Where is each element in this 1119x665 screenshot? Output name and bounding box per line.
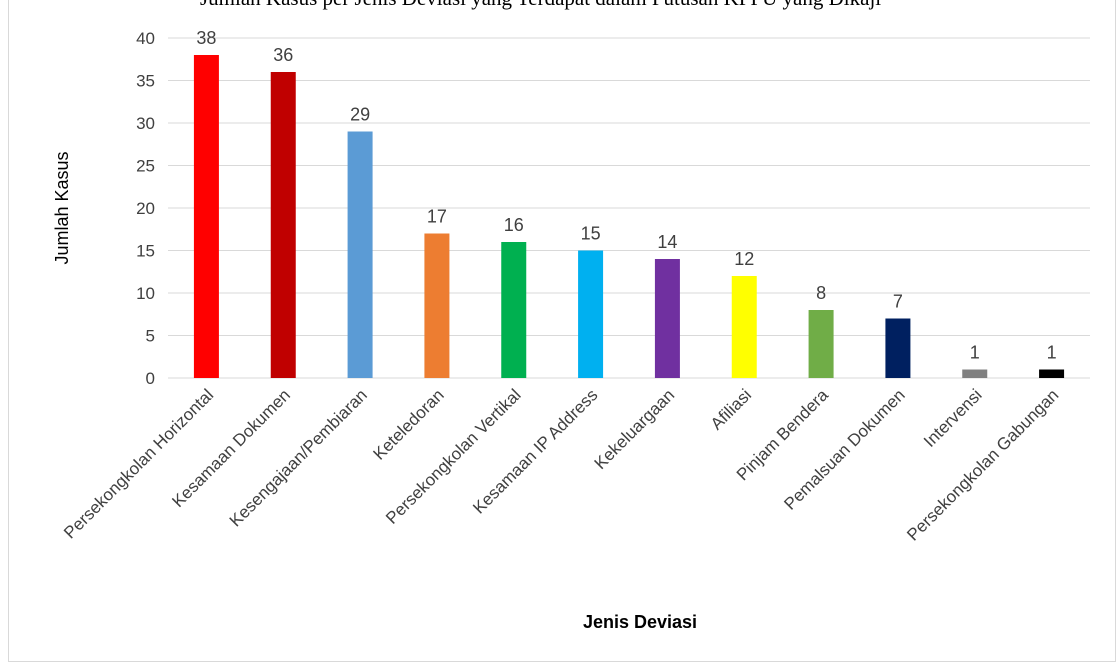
- data-labels: 38 36 29 17 16 15 14 12 8 7 1 1: [196, 28, 1056, 363]
- x-tick-label: Kesengajaan/Pembiaran: [226, 385, 371, 530]
- bar-10: [962, 369, 988, 378]
- x-tick-label: Persekongkolan Vertikal: [382, 385, 524, 527]
- data-label: 29: [350, 105, 370, 125]
- figure-caption: Jumlah Kasus per Jenis Deviasi yang Terd…: [0, 0, 1119, 17]
- y-axis-title: Jumlah Kasus: [52, 151, 72, 264]
- y-tick-label: 35: [136, 72, 155, 91]
- x-axis-title: Jenis Deviasi: [583, 612, 697, 632]
- data-label: 36: [273, 45, 293, 65]
- data-label: 17: [427, 207, 447, 227]
- y-tick-label: 25: [136, 157, 155, 176]
- data-label: 15: [581, 224, 601, 244]
- bar-9: [885, 318, 911, 378]
- bar-3: [424, 233, 450, 378]
- data-label: 1: [970, 343, 980, 363]
- y-tick-label: 20: [136, 199, 155, 218]
- y-tick-label: 5: [146, 327, 155, 346]
- bar-5: [578, 250, 604, 378]
- bar-0: [193, 55, 219, 378]
- data-label: 8: [816, 283, 826, 303]
- bar-6: [654, 259, 680, 378]
- x-tick-label: Persekongkolan Horizontal: [60, 385, 217, 542]
- chart-frame: [8, 0, 1116, 662]
- x-tick-label: Persekongkolan Gabungan: [903, 385, 1062, 544]
- bar-1: [270, 72, 296, 378]
- x-tick-label: Keteledoran: [369, 385, 447, 463]
- bar-4: [501, 242, 527, 378]
- gridlines: [168, 37, 1090, 379]
- data-label: 16: [504, 215, 524, 235]
- data-label: 1: [1047, 343, 1057, 363]
- y-axis-ticks: 0 5 10 15 20 25 30 35 40: [136, 29, 155, 388]
- x-tick-label: Kesamaan IP Address: [469, 385, 601, 517]
- figure-caption-text: Jumlah Kasus per Jenis Deviasi yang Terd…: [200, 0, 881, 11]
- data-label: 12: [734, 249, 754, 269]
- y-tick-label: 0: [146, 369, 155, 388]
- bars: [193, 55, 1065, 378]
- data-label: 14: [657, 232, 677, 252]
- x-tick-label: Intervensi: [920, 385, 986, 451]
- data-label: 7: [893, 292, 903, 312]
- bar-7: [731, 276, 757, 378]
- bar-8: [808, 310, 834, 378]
- y-tick-label: 40: [136, 29, 155, 48]
- bar-11: [1039, 369, 1065, 378]
- x-tick-label: Afiliasi: [707, 385, 755, 433]
- y-tick-label: 10: [136, 284, 155, 303]
- data-label: 38: [196, 28, 216, 48]
- x-tick-label: Kekeluargaan: [591, 385, 679, 473]
- y-tick-label: 30: [136, 114, 155, 133]
- y-tick-label: 15: [136, 242, 155, 261]
- bar-2: [347, 131, 373, 378]
